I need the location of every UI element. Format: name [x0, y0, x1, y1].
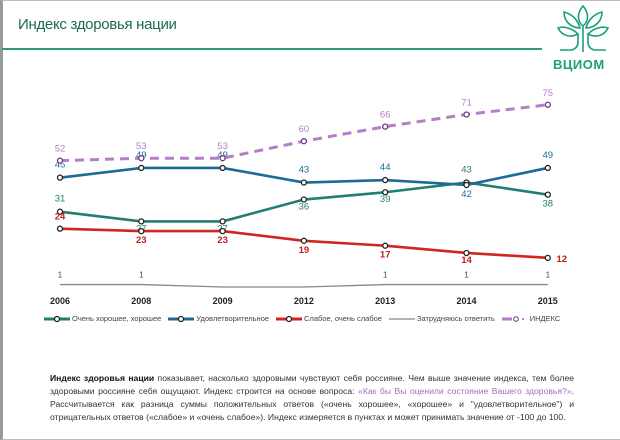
x-tick-label: 2014 — [456, 296, 476, 306]
data-point — [382, 176, 389, 184]
vciom-logo-tree-icon — [556, 4, 610, 52]
data-point — [138, 218, 145, 225]
data-point — [382, 123, 389, 130]
data-point — [463, 249, 470, 257]
x-tick-label: 2009 — [213, 296, 233, 306]
data-point — [219, 164, 226, 172]
legend-label: Удовлетворительное — [196, 314, 270, 323]
data-label: 24 — [55, 212, 66, 223]
legend-item: Слабое, очень слабое — [276, 314, 382, 323]
data-point — [544, 191, 551, 198]
legend-swatch — [168, 315, 195, 322]
legend-label: Очень хорошее, хорошее — [72, 314, 162, 323]
data-point — [56, 174, 64, 181]
data-label: 39 — [380, 194, 391, 205]
data-point — [138, 164, 145, 172]
x-tick-label: 2012 — [294, 296, 314, 306]
data-point — [138, 227, 145, 235]
data-label: 66 — [380, 110, 391, 121]
legend-swatch — [501, 315, 524, 322]
legend-item: Затрудняюсь ответить — [388, 314, 495, 323]
x-tick-label: 2013 — [375, 296, 395, 306]
data-label: 53 — [136, 141, 147, 152]
data-point — [544, 164, 551, 172]
data-label: 1 — [464, 271, 469, 280]
legend-item: Очень хорошее, хорошее — [44, 314, 161, 323]
data-label: 12 — [557, 254, 568, 265]
data-label: 60 — [299, 124, 310, 135]
description-bold: Индекс здоровья нации — [50, 373, 155, 383]
data-label: 36 — [299, 202, 310, 213]
x-tick-label: 2006 — [50, 296, 70, 306]
data-label: 42 — [461, 189, 472, 200]
data-point — [56, 157, 64, 164]
data-label: 43 — [461, 165, 472, 176]
data-label: 38 — [543, 199, 554, 210]
data-label: 23 — [136, 235, 147, 246]
data-label: 49 — [543, 150, 554, 161]
data-point — [219, 218, 226, 225]
chart-legend: Очень хорошее, хорошее Удовлетворительное… — [44, 314, 614, 323]
description-part1: показывает, насколько здоровыми чувствую… — [50, 373, 575, 396]
description-part2: . Рассчитывается как разница суммы полож… — [50, 386, 574, 422]
series-line — [60, 283, 548, 288]
data-label: 31 — [55, 194, 66, 205]
data-point — [382, 189, 389, 196]
data-label: 1 — [383, 271, 388, 280]
data-label: 75 — [543, 88, 554, 99]
data-point — [300, 179, 308, 186]
legend-item: ИНДЕКС — [501, 314, 561, 323]
data-label: 1 — [139, 271, 144, 280]
data-point — [56, 225, 64, 232]
page-title: Индекс здоровья нации — [18, 16, 177, 33]
data-label: 1 — [58, 271, 63, 280]
legend-swatch — [276, 315, 303, 322]
legend-label: Слабое, очень слабое — [304, 314, 382, 323]
data-point — [544, 101, 551, 108]
data-point — [463, 111, 470, 118]
data-point — [463, 181, 470, 189]
line-chart: 2006200820092012201320142015312727363943… — [50, 88, 568, 306]
legend-item: Удовлетворительное — [168, 314, 269, 323]
description-text: Индекс здоровья нации показывает, наскол… — [50, 372, 574, 424]
data-point — [300, 237, 308, 244]
data-point — [544, 254, 551, 261]
data-point — [300, 196, 308, 203]
data-point — [300, 138, 308, 145]
x-tick-label: 2008 — [131, 296, 151, 306]
data-label: 19 — [299, 245, 310, 256]
data-label: 71 — [461, 97, 472, 108]
data-label: 14 — [461, 255, 472, 266]
data-label: 45 — [55, 160, 66, 171]
data-point — [138, 155, 145, 162]
description-question: «Как бы Вы оценили состояние Вашего здор… — [358, 386, 572, 396]
data-point — [56, 208, 64, 215]
title-divider — [2, 48, 542, 50]
data-label: 1 — [546, 271, 551, 280]
legend-label: ИНДЕКС — [529, 314, 561, 323]
data-point — [382, 242, 389, 249]
data-label: 44 — [380, 162, 391, 173]
legend-label: Затрудняюсь ответить — [416, 314, 495, 323]
data-label: 52 — [55, 144, 66, 155]
data-point — [219, 155, 226, 162]
data-label: 23 — [217, 235, 228, 246]
legend-swatch — [388, 317, 415, 320]
data-label: 53 — [217, 141, 228, 152]
data-label: 17 — [380, 250, 391, 261]
data-point — [219, 227, 226, 235]
legend-swatch — [44, 315, 70, 322]
data-label: 43 — [299, 165, 310, 176]
x-tick-label: 2015 — [538, 296, 558, 306]
logo-text: ВЦИОМ — [553, 57, 605, 72]
